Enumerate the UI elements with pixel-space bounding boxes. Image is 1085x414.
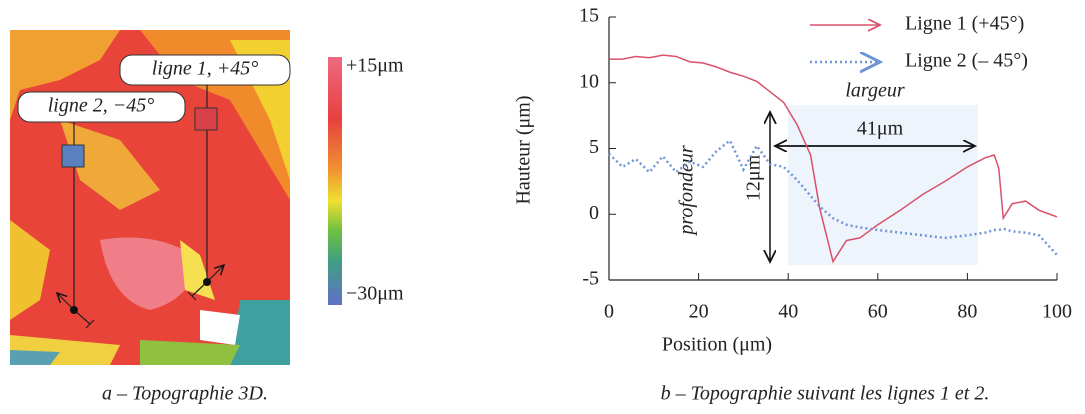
- caption: b – Topographie suivant les lignes 1 et …: [661, 383, 990, 405]
- annotation: 12μm: [743, 154, 765, 201]
- caption: a – Topographie 3D.: [102, 383, 268, 405]
- colorbar-label: +15μm: [346, 55, 404, 77]
- x-axis-label: Position (μm): [662, 334, 772, 356]
- x-tick-label: 0: [604, 301, 614, 323]
- colorbar-label: −30μm: [346, 283, 404, 305]
- x-tick-label: 100: [1042, 301, 1072, 323]
- probe-point: [203, 278, 211, 286]
- annotation: 41μm: [857, 118, 904, 140]
- legend-label: Ligne 2 (– 45°): [905, 50, 1028, 72]
- y-tick-label: -5: [582, 268, 599, 290]
- data-line: [608, 138, 1058, 256]
- annotation: largeur: [845, 80, 904, 102]
- annotation: ligne 2, −45°: [48, 95, 154, 117]
- annotation: ligne 1, +45°: [152, 58, 258, 80]
- label-box: [119, 54, 291, 86]
- data-line: [609, 54, 1058, 264]
- y-axis-label: Hauteur (μm): [513, 95, 535, 204]
- colorbar: [328, 57, 342, 305]
- probe-marker: [61, 144, 85, 168]
- y-tick-label: 5: [589, 136, 599, 158]
- x-tick-label: 80: [957, 301, 977, 323]
- annotation: profondeur: [676, 145, 698, 236]
- x-tick-label: 60: [868, 301, 888, 323]
- x-tick-label: 20: [689, 301, 709, 323]
- probe-marker: [194, 107, 218, 131]
- probe-point: [70, 306, 78, 314]
- x-tick-label: 40: [778, 301, 798, 323]
- y-tick-label: 15: [579, 5, 599, 27]
- legend-label: Ligne 1 (+45°): [905, 13, 1024, 35]
- label-box: [17, 91, 186, 123]
- y-tick-label: 0: [589, 202, 599, 224]
- y-tick-label: 10: [579, 70, 599, 92]
